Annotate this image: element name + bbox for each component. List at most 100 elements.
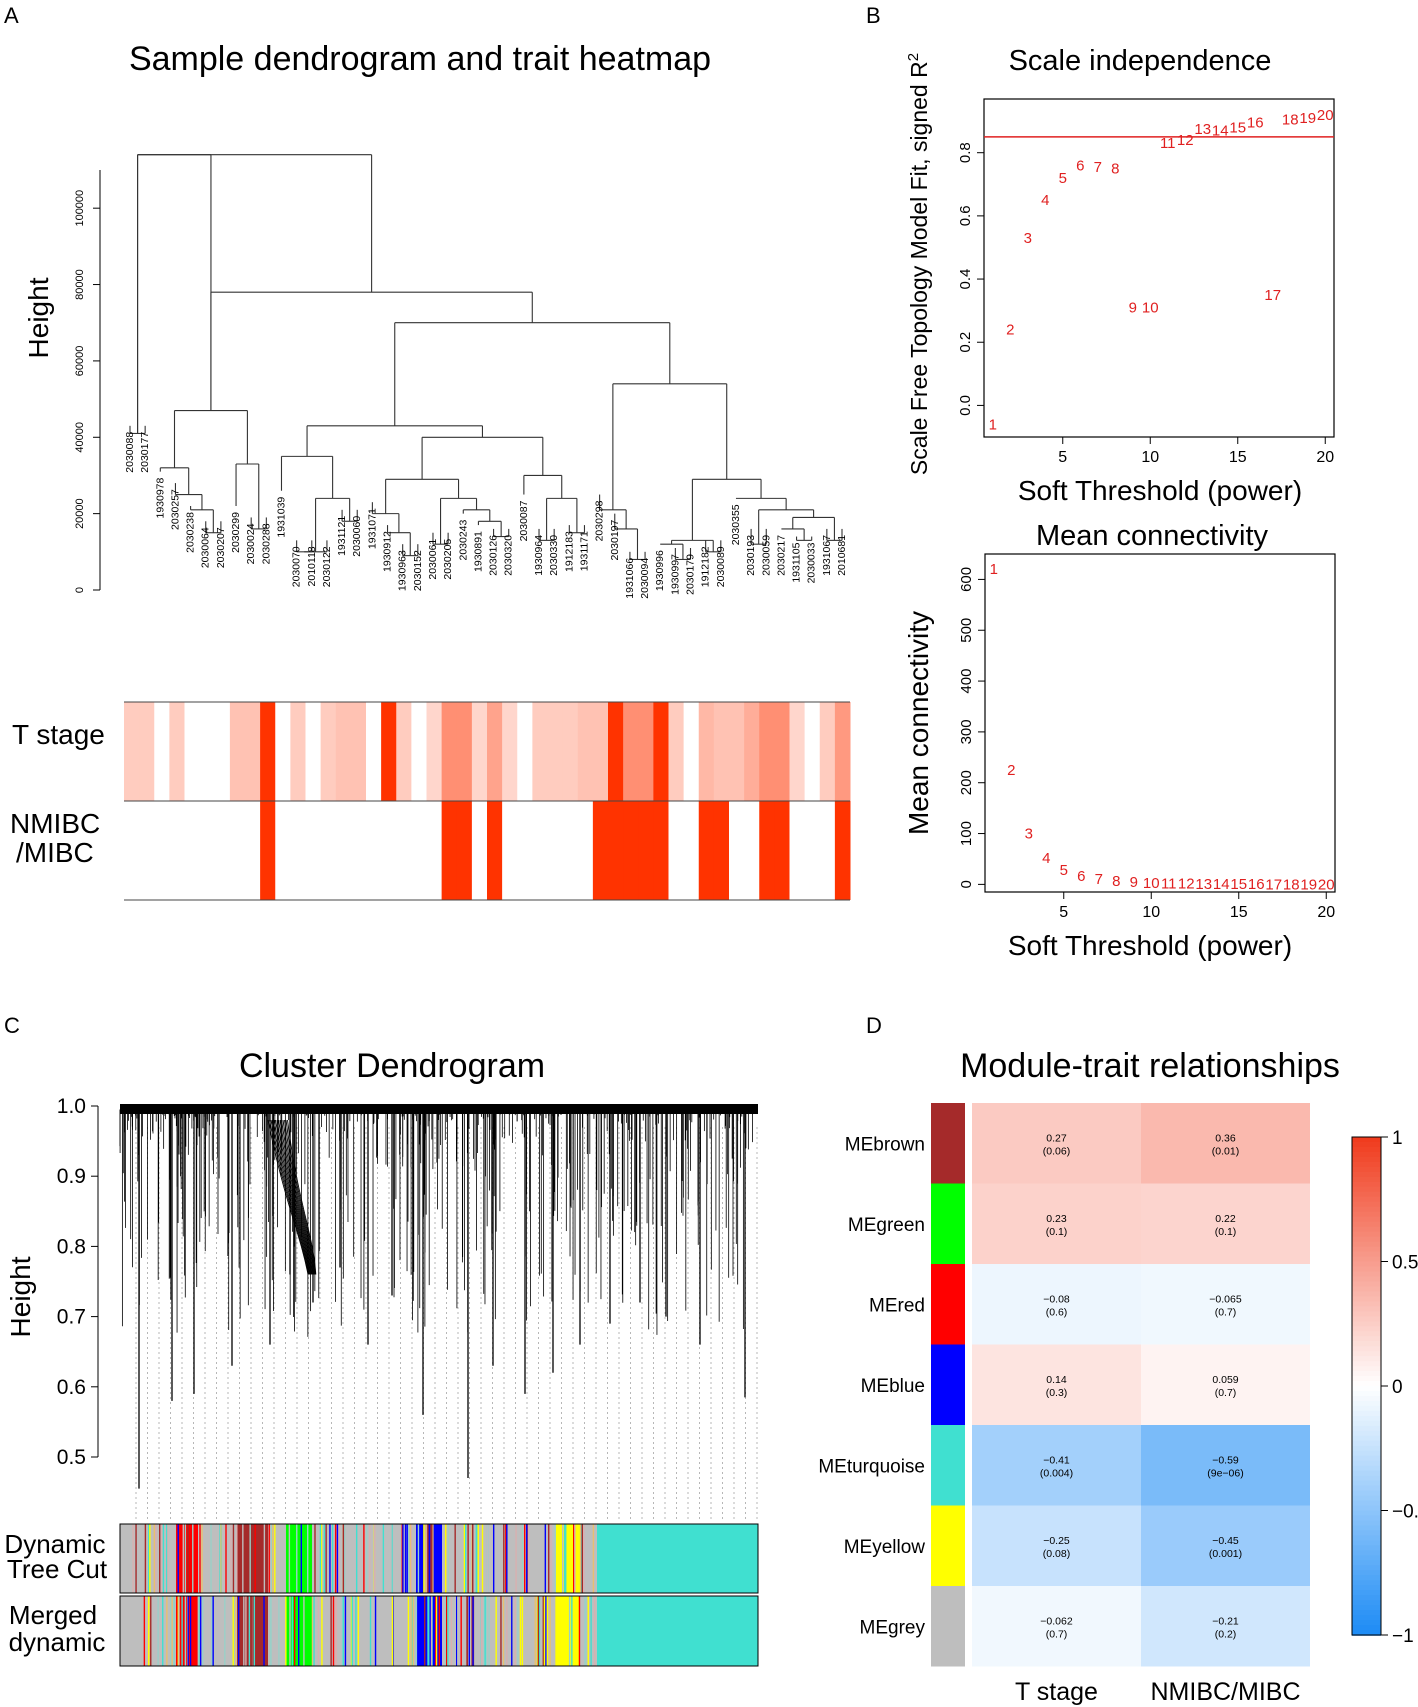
module-color-stripe	[331, 1524, 334, 1593]
dendrogram-curve	[270, 1119, 310, 1275]
colorbar-gradient-step	[1352, 1251, 1381, 1258]
cluster-dendrogram-title: Cluster Dendrogram	[239, 1047, 545, 1085]
data-point-label: 17	[1265, 876, 1282, 893]
heatmap-cell	[1141, 1505, 1310, 1586]
heatmap-cell-t-stage	[184, 702, 201, 801]
heatmap-cell-t-stage	[335, 702, 352, 801]
module-color-stripe	[159, 1524, 161, 1593]
module-color-stripe	[587, 1596, 589, 1666]
heatmap-cell-t-stage	[683, 702, 700, 801]
module-color-stripe	[410, 1596, 412, 1666]
heatmap-cell-t-stage	[623, 702, 639, 801]
cell-correlation-label: −0.25	[1043, 1535, 1070, 1547]
heatmap-cell-nmibc	[456, 801, 473, 900]
leaf-label: 2030320	[503, 535, 515, 576]
dendrogram-curve	[278, 1119, 313, 1275]
module-trait-title: Module-trait relationships	[960, 1047, 1340, 1085]
colorbar-gradient-step	[1352, 1500, 1381, 1507]
colorbar-gradient-step	[1352, 1221, 1381, 1228]
heatmap-cell	[972, 1344, 1141, 1425]
panel-c: Cluster Dendrogram Height 0.50.60.70.80.…	[4, 1047, 759, 1667]
heatmap-cell-t-stage	[199, 702, 216, 801]
module-color-stripe	[477, 1524, 479, 1593]
y-tick-label: 0.9	[57, 1165, 86, 1188]
heatmap-cell-t-stage	[124, 702, 140, 801]
module-color-stripe	[481, 1596, 483, 1666]
leaf-label: 2030257	[169, 489, 181, 530]
module-color-stripe	[212, 1596, 214, 1666]
heatmap-cell-nmibc	[184, 801, 201, 900]
heatmap-cell-t-stage	[245, 702, 261, 801]
heatmap-cell-nmibc	[729, 801, 745, 900]
module-color-stripe	[538, 1596, 541, 1666]
module-color-block	[176, 1524, 198, 1593]
module-color-stripe	[428, 1596, 430, 1666]
module-color-block	[555, 1524, 580, 1593]
module-color-stripe	[427, 1596, 429, 1666]
y-tick-label: 1.0	[57, 1095, 86, 1118]
module-color-stripe	[341, 1596, 344, 1666]
y-tick-label: 0.8	[57, 1235, 86, 1258]
module-color-stripe	[350, 1596, 353, 1666]
cluster-dendrogram-tree	[119, 1104, 758, 1520]
panel-label-c: C	[4, 1013, 20, 1038]
module-color-stripe	[307, 1524, 309, 1593]
heatmap-cell-nmibc	[653, 801, 669, 900]
heatmap-cell-t-stage	[532, 702, 548, 801]
cell-pvalue-label: (0.2)	[1215, 1628, 1237, 1640]
module-color-stripe	[187, 1596, 189, 1666]
heatmap-cell-nmibc	[366, 801, 382, 900]
colorbar-gradient-step	[1352, 1515, 1381, 1522]
colorbar-gradient-step	[1352, 1410, 1381, 1417]
module-color-stripe	[162, 1524, 165, 1593]
heatmap-cell-t-stage	[744, 702, 760, 801]
module-color-stripe	[343, 1524, 346, 1593]
colorbar-gradient-step	[1352, 1455, 1381, 1462]
y-tick-label: 0.2	[957, 332, 974, 353]
heatmap-cell	[972, 1586, 1141, 1667]
panel-b-mean-connectivity: Mean connectivity 5 10 15 20010020030040050…	[903, 520, 1336, 961]
color-row-label-dynamic-1: Dynamic	[4, 1529, 105, 1559]
module-color-stripe	[412, 1596, 414, 1666]
module-color-stripe	[369, 1524, 371, 1593]
module-color-stripe	[427, 1524, 429, 1593]
colorbar-gradient-step	[1352, 1525, 1381, 1532]
module-color-stripe	[155, 1524, 157, 1593]
colorbar-gradient-step	[1352, 1565, 1381, 1572]
colorbar-gradient-step	[1352, 1440, 1381, 1447]
module-color-stripe	[578, 1596, 581, 1666]
dendrogram-curve	[284, 1119, 316, 1275]
colorbar-gradient-step	[1352, 1595, 1381, 1601]
dendrogram-curve	[273, 1119, 311, 1275]
module-color-stripe	[544, 1524, 547, 1593]
module-color-stripe	[245, 1596, 247, 1666]
colorbar-gradient-step	[1352, 1535, 1381, 1542]
cell-pvalue-label: (0.7)	[1215, 1387, 1237, 1399]
module-color-stripe	[471, 1596, 473, 1666]
colorbar-gradient-step	[1352, 1376, 1381, 1382]
data-point-label: 12	[1177, 132, 1194, 149]
y-tick-label: 0.8	[957, 142, 974, 163]
module-color-stripe	[285, 1596, 287, 1666]
module-color-stripe	[407, 1524, 410, 1593]
module-color-stripe	[581, 1524, 583, 1593]
module-color-stripe	[349, 1524, 351, 1593]
module-color-stripe	[153, 1524, 155, 1593]
module-color-stripe	[342, 1524, 345, 1593]
module-color-stripe	[438, 1524, 440, 1593]
colorbar-gradient-step	[1352, 1186, 1381, 1193]
module-row-label: MEblue	[861, 1376, 925, 1397]
cluster-dendrogram-y-axis: 0.5 0.6 0.7 0.8 0.9 1.0	[57, 1095, 99, 1469]
heatmap-cell-nmibc	[290, 801, 306, 900]
module-color-stripe	[554, 1524, 556, 1593]
module-color-stripe	[300, 1524, 303, 1593]
cell-correlation-label: −0.59	[1212, 1454, 1239, 1466]
leaf-label: 2030033	[806, 542, 818, 583]
leaf-label: 2030060	[351, 516, 363, 557]
module-color-stripe	[521, 1524, 524, 1593]
module-color-stripe	[334, 1596, 337, 1666]
cell-pvalue-label: (0.001)	[1209, 1548, 1242, 1560]
colorbar-gradient-step	[1352, 1191, 1381, 1198]
module-color-stripe	[537, 1596, 540, 1666]
colorbar-gradient-step	[1352, 1331, 1381, 1337]
